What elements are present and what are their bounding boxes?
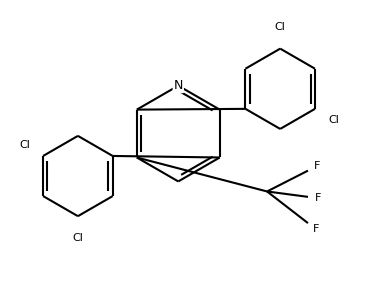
- Text: Cl: Cl: [73, 233, 83, 243]
- Text: Cl: Cl: [19, 140, 30, 150]
- Text: N: N: [174, 79, 183, 92]
- Text: Cl: Cl: [275, 22, 286, 32]
- Text: F: F: [314, 161, 320, 171]
- Text: Cl: Cl: [328, 115, 339, 125]
- Text: F: F: [315, 193, 321, 203]
- Text: F: F: [313, 224, 319, 234]
